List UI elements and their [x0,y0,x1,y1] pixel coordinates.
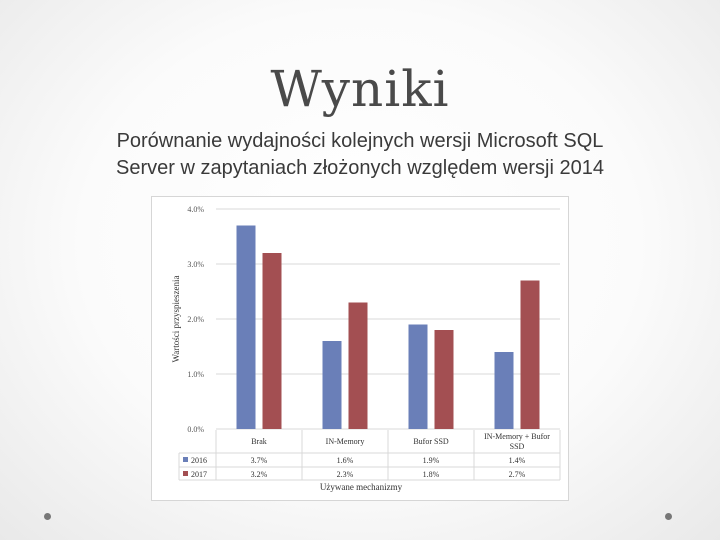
legend-label: 2017 [191,470,207,479]
slide-decoration-dot-right [665,513,672,520]
data-table-cell: 2.3% [337,470,354,479]
legend-swatch-2017 [183,471,188,476]
bar-2017 [434,330,454,429]
data-table-cell: 2.7% [509,470,526,479]
chart-container: 0.0% 1.0% 2.0% 3.0% 4.0% Wartości przyspiesze… [151,196,569,501]
slide-title: Wyniki [270,60,450,118]
legend-swatch-2016 [183,457,188,462]
slide-subtitle: Porównanie wydajności kolejnych wersji M… [40,128,680,182]
bar-chart: 0.0% 1.0% 2.0% 3.0% 4.0% Wartości przyspiesze… [171,205,561,492]
y-tick-label: 3.0% [187,260,204,269]
category-label: Bufor SSD [413,437,449,446]
subtitle-line-2: Server w zapytaniach złożonych względem … [115,157,604,179]
category-label: SSD [510,442,525,451]
category-label: IN-Memory + Bufor [484,432,550,441]
category-label: Brak [251,437,267,446]
bar-2016 [322,341,342,429]
x-axis-title: Używane mechanizmy [320,482,403,492]
bar-2016 [408,324,428,429]
y-tick-label: 2.0% [187,315,204,324]
legend-label: 2016 [191,456,207,465]
data-table-cell: 1.6% [337,456,354,465]
subtitle-line-1: Porównanie wydajności kolejnych wersji M… [116,130,604,152]
data-table-cell: 1.8% [423,470,440,479]
slide-decoration-dot-left [44,513,51,520]
data-table-cell: 3.7% [251,456,268,465]
bar-2016 [236,225,256,429]
y-tick-label: 1.0% [187,370,204,379]
bar-2017 [262,253,282,429]
bar-2017 [348,302,368,429]
y-tick-label: 0.0% [187,425,204,434]
data-table-cell: 3.2% [251,470,268,479]
y-tick-label: 4.0% [187,205,204,214]
bar-2017 [520,280,540,429]
y-axis-title: Wartości przyspieszenia [171,276,181,363]
bar-2016 [494,352,514,429]
data-table-cell: 1.4% [509,456,526,465]
category-label: IN-Memory [326,437,365,446]
data-table-cell: 1.9% [423,456,440,465]
